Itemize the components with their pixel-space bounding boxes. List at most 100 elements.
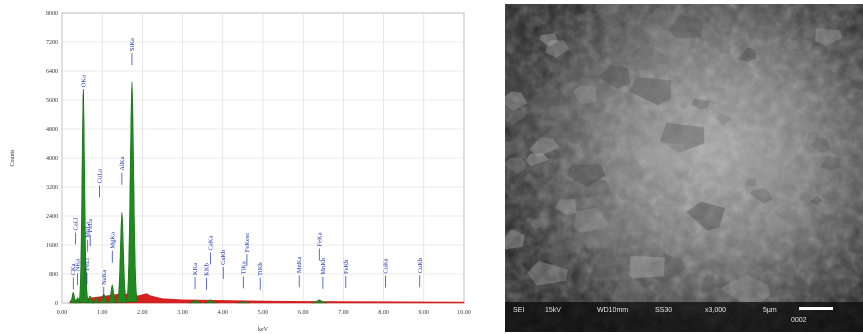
x-tick-label: 5.00 [258, 310, 269, 316]
sem-particle [624, 44, 665, 73]
peak-label: NaKa [101, 270, 108, 285]
sem-particle [505, 141, 522, 159]
sem-magnification: x3,000 [705, 307, 727, 314]
sem-particle [659, 26, 673, 36]
sem-particle [653, 30, 693, 58]
y-tick-label: 3200 [46, 185, 58, 191]
sem-particle [573, 207, 610, 233]
y-tick-label: 4800 [46, 127, 58, 133]
sem-particle [607, 25, 648, 50]
sem-particle [820, 155, 841, 172]
peak-label: CaKb [220, 250, 227, 265]
x-tick-label: 10.00 [457, 310, 471, 316]
sem-particle [548, 105, 570, 121]
spectrum-peak [86, 295, 95, 304]
peak-label: CaKa [207, 236, 214, 251]
peak-label: CaLl [73, 217, 80, 230]
sem-scale-label: 5µm [763, 307, 777, 314]
sem-particle [607, 158, 644, 184]
sem-particle [738, 167, 791, 200]
sem-particle [808, 279, 831, 298]
x-tick-label: 0.00 [57, 310, 68, 316]
peak-label: MnLa [85, 222, 92, 238]
sem-particle [715, 113, 732, 125]
sem-particle [834, 4, 858, 13]
sem-particle [534, 89, 568, 114]
sem-mode: SEI [513, 307, 525, 314]
sem-particle [849, 78, 863, 89]
sem-particle [526, 153, 549, 167]
peak-label: AlKa [119, 156, 126, 170]
peak-label: KKa [192, 263, 199, 275]
spectrum-peak [125, 81, 139, 302]
sem-particle [738, 47, 757, 62]
sem-particle [750, 188, 773, 204]
sem-particle [774, 204, 793, 220]
sem-scale-bar [799, 307, 833, 310]
spectrum-peak [116, 212, 128, 303]
peak-label: KKb [203, 263, 210, 276]
sem-particle [529, 218, 549, 230]
sem-particle [532, 86, 558, 108]
spectrum-peak [311, 299, 328, 304]
peak-label: CuLa [96, 169, 103, 184]
y-tick-label: 4000 [46, 156, 58, 162]
spectrum-peak [236, 301, 250, 304]
sem-particle [806, 131, 820, 142]
spectrum-peak [203, 299, 217, 304]
y-axis-label: Counts [10, 149, 16, 167]
sem-particle [629, 77, 672, 106]
spectrum-peak [107, 284, 117, 304]
x-tick-label: 2.00 [137, 310, 148, 316]
sem-voltage: 15kV [545, 307, 561, 314]
peak-label: MgKa [109, 232, 116, 249]
sem-particle [632, 138, 672, 166]
sem-particle [572, 85, 597, 104]
sem-particle [594, 4, 632, 27]
peak-label: CuKb [417, 258, 424, 274]
x-tick-label: 7.00 [338, 310, 349, 316]
sem-particle [810, 137, 831, 153]
sem-particle [583, 178, 611, 198]
sem-particle [720, 274, 770, 310]
sem-particle [814, 28, 842, 46]
sem-particle [782, 38, 798, 50]
sem-particle [629, 256, 665, 279]
sem-particle [566, 164, 606, 188]
sem-particle [672, 168, 689, 179]
peak-label: TiKa [240, 261, 247, 274]
sem-particle [644, 143, 690, 177]
sem-particle [733, 155, 779, 189]
sem-particle [539, 33, 559, 47]
sem-particle [659, 122, 705, 153]
peak-label: OKa [80, 75, 87, 87]
sem-particle [636, 7, 687, 45]
peak-label: CKa [70, 263, 77, 275]
y-tick-label: 8000 [46, 11, 58, 17]
y-tick-label: 1600 [46, 243, 58, 249]
sem-particle [555, 199, 577, 215]
sem-particle [788, 49, 815, 66]
sem-particle [505, 91, 528, 111]
sem-particle [810, 196, 823, 205]
x-axis-label: keV [258, 327, 269, 333]
eds-spectrum-chart: 0 800 1600 2400 3200 4000 4800 5600 6400 7200 8000… [10, 11, 471, 333]
sem-particle [577, 216, 623, 249]
spectrum-peak [188, 299, 202, 304]
peak-label: FeKa [316, 232, 323, 246]
x-tick-label: 1.00 [97, 310, 108, 316]
x-tick-label: 6.00 [298, 310, 309, 316]
x-tick-label: 3.00 [177, 310, 188, 316]
eds-spectrum-svg: 0 800 1600 2400 3200 4000 4800 5600 6400 7200 8000… [10, 11, 471, 333]
peak-label: TiKb [257, 262, 264, 276]
sem-particle [668, 15, 704, 39]
sem-texture [505, 4, 863, 332]
peak-label: FeLa [87, 219, 94, 232]
sem-particle [642, 253, 686, 284]
sem-particle [593, 4, 619, 16]
peak-label: NKa [75, 259, 82, 271]
sem-particle [556, 117, 587, 143]
peak-label: FeKesc [244, 233, 251, 253]
sem-spot: SS30 [655, 307, 673, 314]
y-tick-label: 800 [49, 272, 58, 278]
